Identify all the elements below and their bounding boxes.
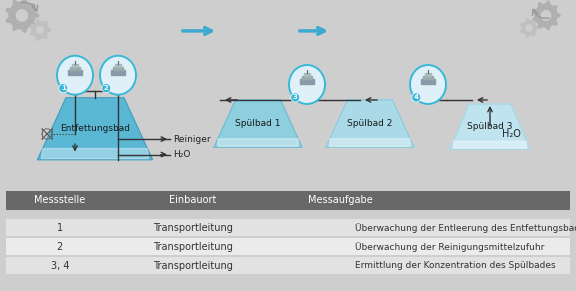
Ellipse shape bbox=[59, 84, 68, 93]
Polygon shape bbox=[41, 149, 149, 159]
Ellipse shape bbox=[289, 65, 325, 104]
Ellipse shape bbox=[412, 93, 421, 102]
Polygon shape bbox=[31, 19, 50, 40]
Polygon shape bbox=[214, 100, 302, 147]
FancyBboxPatch shape bbox=[6, 257, 570, 274]
Text: Transportleitung: Transportleitung bbox=[153, 223, 233, 233]
Ellipse shape bbox=[102, 84, 111, 93]
Text: Spülbad 2: Spülbad 2 bbox=[347, 119, 393, 128]
FancyBboxPatch shape bbox=[6, 219, 570, 236]
Text: 3: 3 bbox=[293, 95, 298, 100]
Text: 1: 1 bbox=[57, 223, 63, 233]
Ellipse shape bbox=[291, 93, 300, 102]
FancyBboxPatch shape bbox=[6, 238, 570, 255]
Text: Transportleitung: Transportleitung bbox=[153, 261, 233, 271]
Text: Überwachung der Reinigungsmittelzufuhr: Überwachung der Reinigungsmittelzufuhr bbox=[355, 242, 544, 252]
Text: Spülbad 3: Spülbad 3 bbox=[467, 122, 513, 131]
Text: Spülbad 1: Spülbad 1 bbox=[235, 119, 281, 128]
Polygon shape bbox=[72, 64, 78, 67]
Text: Transportleitung: Transportleitung bbox=[153, 242, 233, 252]
Text: 1: 1 bbox=[61, 85, 66, 91]
Polygon shape bbox=[450, 104, 530, 149]
Polygon shape bbox=[37, 98, 153, 160]
Polygon shape bbox=[304, 73, 310, 76]
Polygon shape bbox=[541, 11, 551, 20]
Polygon shape bbox=[70, 67, 80, 70]
Polygon shape bbox=[113, 67, 123, 70]
Text: Messstelle: Messstelle bbox=[34, 195, 85, 205]
Text: Reiniger: Reiniger bbox=[173, 135, 211, 143]
Polygon shape bbox=[533, 1, 560, 30]
Polygon shape bbox=[6, 0, 39, 32]
Polygon shape bbox=[111, 70, 125, 75]
Text: 2: 2 bbox=[104, 85, 109, 91]
Text: 2: 2 bbox=[56, 242, 63, 252]
Polygon shape bbox=[17, 10, 28, 21]
Polygon shape bbox=[521, 19, 538, 37]
Polygon shape bbox=[68, 70, 82, 75]
Polygon shape bbox=[302, 76, 312, 79]
Polygon shape bbox=[425, 73, 431, 76]
Polygon shape bbox=[330, 139, 410, 146]
Text: H₂O: H₂O bbox=[173, 150, 191, 159]
Text: Entfettungsbad: Entfettungsbad bbox=[60, 124, 130, 133]
Polygon shape bbox=[421, 79, 435, 84]
Text: H₂O: H₂O bbox=[502, 129, 521, 139]
FancyBboxPatch shape bbox=[6, 191, 570, 210]
Text: Ermittlung der Konzentration des Spülbades: Ermittlung der Konzentration des Spülbad… bbox=[355, 262, 555, 270]
Ellipse shape bbox=[410, 65, 446, 104]
Ellipse shape bbox=[100, 56, 136, 95]
Polygon shape bbox=[423, 76, 433, 79]
Polygon shape bbox=[115, 64, 121, 67]
Polygon shape bbox=[526, 25, 532, 31]
Polygon shape bbox=[218, 139, 298, 146]
Text: 4: 4 bbox=[414, 95, 419, 100]
Polygon shape bbox=[37, 26, 43, 33]
Polygon shape bbox=[453, 141, 526, 148]
Text: 3, 4: 3, 4 bbox=[51, 261, 69, 271]
Polygon shape bbox=[300, 79, 314, 84]
Text: Messaufgabe: Messaufgabe bbox=[308, 195, 373, 205]
Polygon shape bbox=[326, 100, 414, 147]
Ellipse shape bbox=[57, 56, 93, 95]
Text: Einbauort: Einbauort bbox=[169, 195, 217, 205]
Text: Überwachung der Entleerung des Entfettungsbades: Überwachung der Entleerung des Entfettun… bbox=[355, 223, 576, 233]
